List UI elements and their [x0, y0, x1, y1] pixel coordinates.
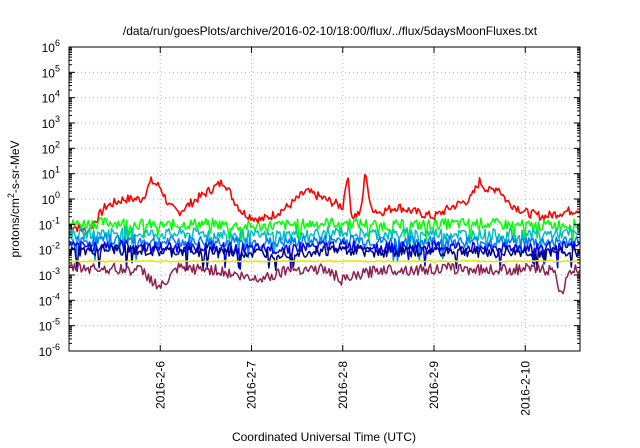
y-tick-label: 10-6 — [39, 342, 60, 359]
y-tick-label: 10-1 — [39, 215, 60, 232]
y-tick-label: 10-3 — [39, 266, 60, 283]
y-tick-label: 10-4 — [39, 291, 60, 308]
y-tick-label: 101 — [42, 165, 60, 182]
series-line — [68, 217, 581, 246]
x-tick-label: 2016-2-10 — [518, 361, 532, 416]
series-line — [68, 234, 581, 263]
chart-grid — [69, 47, 580, 351]
x-tick-label: 2016-2-7 — [245, 361, 259, 409]
y-tick-label: 106 — [42, 38, 60, 55]
x-tick-label: 2016-2-6 — [153, 361, 167, 409]
y-tick-label: 10-5 — [39, 317, 60, 334]
chart-series — [68, 174, 581, 295]
y-tick-label: 100 — [42, 190, 60, 207]
y-tick-label: 102 — [42, 139, 60, 156]
series-line — [68, 262, 581, 295]
chart-title: /data/run/goesPlots/archive/2016-02-10/1… — [123, 24, 538, 38]
x-tick-label: 2016-2-8 — [336, 361, 350, 409]
series-line — [68, 226, 581, 256]
series-line — [69, 174, 581, 237]
axis-ticks — [69, 46, 580, 352]
series-line — [68, 259, 580, 263]
y-tick-label: 103 — [42, 114, 60, 131]
x-axis-label: Coordinated Universal Time (UTC) — [232, 430, 416, 444]
x-axis-tick-labels: 2016-2-6 2016-2-7 2016-2-8 2016-2-9 2016-2-1… — [153, 361, 532, 416]
y-axis-label: protons/cm2-s-sr-MeV — [6, 140, 22, 257]
y-tick-label: 10-2 — [39, 241, 60, 258]
x-tick-label: 2016-2-9 — [427, 361, 441, 409]
y-tick-label: 104 — [42, 89, 60, 106]
y-tick-label: 105 — [42, 63, 60, 80]
y-axis-tick-labels: 10-6 10-5 10-4 10-3 10-2 10-1 100 101 102 103 104 1… — [39, 38, 60, 359]
series-line — [68, 244, 581, 273]
